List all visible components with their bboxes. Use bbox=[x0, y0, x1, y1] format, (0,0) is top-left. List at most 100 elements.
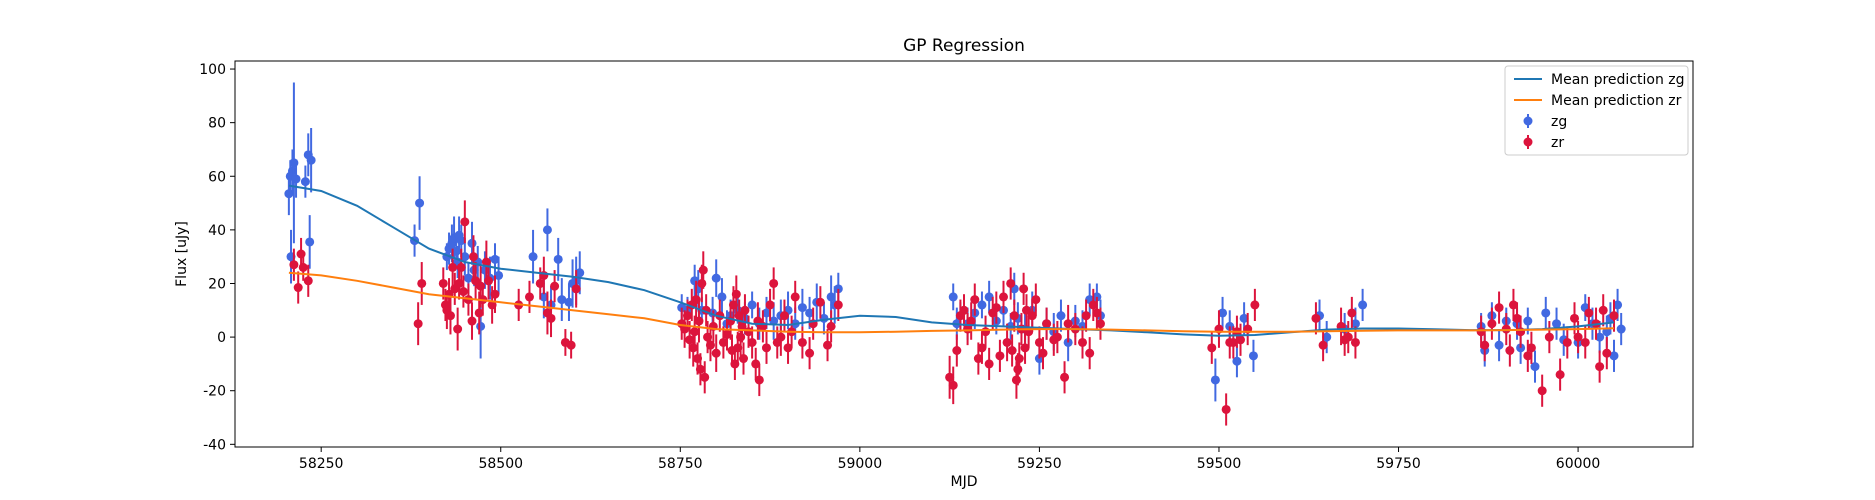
data-point bbox=[1343, 332, 1353, 342]
line-mean-prediction-zr bbox=[288, 271, 1615, 334]
data-point bbox=[1555, 370, 1565, 380]
data-point bbox=[1573, 332, 1583, 342]
data-point bbox=[736, 332, 746, 342]
data-point bbox=[484, 276, 494, 286]
data-point bbox=[542, 225, 552, 235]
data-point bbox=[718, 337, 728, 347]
data-point bbox=[1009, 311, 1019, 321]
data-point bbox=[1020, 343, 1030, 353]
data-point bbox=[783, 343, 793, 353]
data-point bbox=[1552, 319, 1562, 329]
legend-label: Mean prediction zg bbox=[1551, 72, 1685, 88]
data-point bbox=[1322, 332, 1332, 342]
data-point bbox=[303, 276, 313, 286]
data-point bbox=[833, 300, 843, 310]
y-tick-label: -40 bbox=[203, 437, 226, 453]
data-point bbox=[463, 273, 473, 283]
data-point bbox=[1523, 316, 1533, 326]
data-point bbox=[1007, 346, 1017, 355]
data-point bbox=[797, 337, 807, 347]
x-tick-label: 59250 bbox=[1017, 456, 1062, 472]
data-point bbox=[690, 327, 700, 337]
data-point bbox=[1021, 305, 1031, 315]
data-point bbox=[797, 303, 807, 313]
data-point bbox=[1221, 404, 1231, 414]
plot-area bbox=[284, 82, 1626, 426]
x-tick-label: 59000 bbox=[838, 456, 883, 472]
data-point bbox=[1544, 332, 1554, 342]
y-tick-label: 80 bbox=[208, 116, 226, 132]
data-point bbox=[546, 313, 556, 323]
data-point bbox=[711, 273, 721, 283]
data-point bbox=[790, 292, 800, 302]
data-point bbox=[1081, 311, 1091, 321]
legend-box bbox=[1504, 65, 1689, 156]
data-point bbox=[984, 292, 994, 302]
data-point bbox=[731, 289, 741, 299]
data-point bbox=[1616, 324, 1626, 334]
data-point bbox=[460, 217, 470, 227]
data-point bbox=[991, 303, 1001, 313]
y-tick-label: 60 bbox=[208, 169, 226, 185]
data-point bbox=[456, 236, 466, 246]
data-point bbox=[1350, 337, 1360, 347]
x-tick-label: 58500 bbox=[478, 456, 523, 472]
data-point bbox=[695, 364, 705, 374]
data-point bbox=[948, 292, 958, 302]
data-point bbox=[306, 155, 316, 165]
data-point bbox=[1248, 351, 1258, 361]
data-point bbox=[1569, 313, 1579, 323]
data-point bbox=[553, 254, 563, 264]
data-point bbox=[1487, 319, 1497, 329]
data-point bbox=[474, 308, 484, 318]
y-tick-label: 20 bbox=[208, 276, 226, 292]
data-point bbox=[970, 295, 980, 305]
data-point bbox=[550, 281, 560, 291]
legend-label: zr bbox=[1551, 135, 1564, 151]
data-point bbox=[1031, 295, 1041, 305]
data-point bbox=[981, 327, 991, 337]
data-point bbox=[1060, 372, 1070, 382]
data-point bbox=[305, 237, 315, 247]
data-point bbox=[977, 343, 987, 353]
data-point bbox=[754, 375, 764, 385]
data-point bbox=[751, 359, 761, 369]
data-point bbox=[1584, 308, 1594, 318]
data-point bbox=[1034, 337, 1044, 347]
data-point bbox=[779, 311, 789, 321]
data-point bbox=[682, 311, 692, 321]
y-tick-label: 40 bbox=[208, 223, 226, 239]
data-point bbox=[1014, 354, 1024, 364]
data-point bbox=[747, 300, 757, 310]
y-tick-label: 100 bbox=[199, 62, 226, 78]
data-point bbox=[685, 335, 695, 345]
legend-point-marker bbox=[1523, 116, 1533, 126]
legend-point-marker bbox=[1523, 137, 1533, 147]
chart-title: GP Regression bbox=[903, 36, 1025, 56]
data-point bbox=[1236, 335, 1246, 345]
axes: 58250 58500 58750 59000 59250 59500 59750 60000… bbox=[199, 62, 1600, 472]
data-point bbox=[1092, 308, 1102, 318]
data-point bbox=[740, 305, 750, 315]
data-point bbox=[1027, 311, 1037, 321]
data-point bbox=[300, 177, 310, 187]
data-point bbox=[805, 348, 815, 358]
data-point bbox=[769, 316, 779, 326]
data-point bbox=[1250, 300, 1260, 310]
data-point bbox=[1232, 356, 1242, 366]
data-point bbox=[826, 292, 836, 302]
data-point bbox=[722, 329, 732, 339]
data-point bbox=[1019, 284, 1029, 294]
data-point bbox=[1595, 362, 1605, 372]
data-point bbox=[966, 316, 976, 326]
data-point bbox=[761, 308, 771, 318]
data-point bbox=[995, 351, 1005, 361]
data-point bbox=[1505, 346, 1515, 355]
data-point bbox=[739, 354, 749, 364]
data-point bbox=[413, 319, 423, 329]
data-point bbox=[977, 300, 987, 310]
y-axis-title: Flux [uJy] bbox=[174, 221, 190, 287]
data-point bbox=[761, 343, 771, 353]
data-point bbox=[1358, 300, 1368, 310]
